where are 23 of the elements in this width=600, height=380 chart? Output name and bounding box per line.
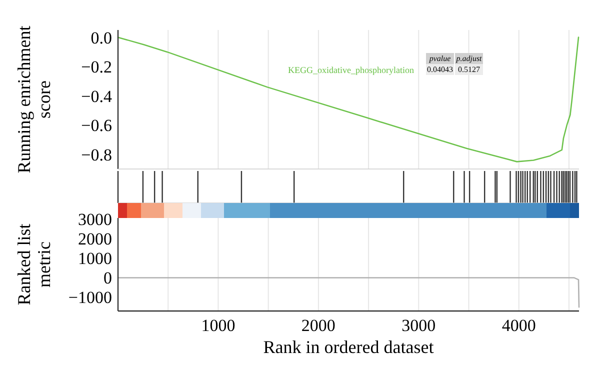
annotation: 0.5127 (458, 65, 480, 74)
y-tick-label: −0.8 (81, 145, 112, 164)
x-axis-title: Rank in ordered dataset (263, 337, 434, 357)
y-axis-title: Running enrichment score (14, 26, 54, 174)
y-tick-label: 0.0 (90, 28, 112, 48)
y-tick-label: −0.4 (81, 86, 112, 106)
y-tick-label: 2000 (78, 230, 112, 249)
x-tick-label: 2000 (301, 316, 336, 335)
x-tick-label: 3000 (402, 316, 436, 335)
y-tick-label: −0.6 (81, 116, 112, 136)
y-tick-label: 0 (104, 268, 112, 288)
y-axis-title: Ranked list metric (14, 224, 54, 306)
annotation: p.adjust (455, 54, 483, 63)
annotation: 0.04043 (427, 65, 453, 74)
series-label: KEGG_oxidative_phosphorylation (288, 65, 414, 75)
annotation: pvalue (428, 54, 452, 63)
y-tick-label: −0.2 (81, 58, 112, 77)
y-tick-label: 3000 (78, 210, 112, 229)
line-series (117, 36, 580, 162)
y-tick-label: 1000 (78, 249, 112, 268)
x-tick-label: 4000 (502, 316, 536, 335)
y-tick-label: −1000 (68, 288, 112, 308)
x-tick-label: 1000 (201, 316, 236, 335)
